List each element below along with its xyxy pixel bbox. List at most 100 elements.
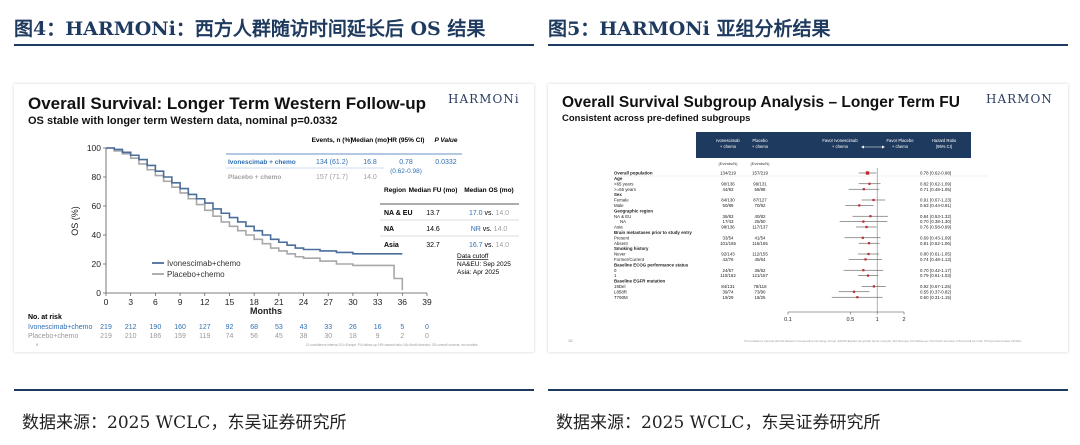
- km-x-tick-label: 39: [422, 297, 432, 307]
- forest-row-pbo-events: 45/64: [755, 257, 767, 262]
- forest-row-hr-text: 0.78 (0.62-0.98): [920, 171, 952, 176]
- forest-events-pbo: (Events/N): [751, 161, 771, 166]
- forest-hr-marker: [862, 188, 865, 191]
- risk-value-ivonescimab: 43: [300, 324, 308, 331]
- forest-row-hr-text: 0.80 (0.61-1.05): [920, 252, 952, 257]
- forest-row: Male 50/89 70/92 0.63 (0.44-0.91): [614, 203, 952, 208]
- forest-row-ivo-events: 17/43: [723, 219, 735, 224]
- forest-favor-pbo-line2: + chemo: [892, 144, 909, 149]
- region-fu-na: 14.6: [426, 226, 440, 233]
- km-x-tick-label: 6: [153, 297, 158, 307]
- forest-row-pbo-events: 70/92: [755, 203, 767, 208]
- km-slide-title: Overall Survival: Longer Term Western Fo…: [28, 94, 427, 113]
- stats-hr-value: 0.78: [399, 159, 413, 166]
- forest-row-pbo-events: 116/165: [752, 241, 768, 246]
- region-header-os: Median OS (mo): [464, 187, 513, 194]
- km-x-tick-label: 3: [128, 297, 133, 307]
- forest-hr-marker: [864, 258, 867, 261]
- forest-row-pbo-events: 117/137: [752, 225, 768, 230]
- forest-row: Female 84/130 87/127 0.91 (0.67-1.23): [614, 198, 952, 203]
- risk-value-ivonescimab: 212: [125, 324, 137, 331]
- risk-value-ivonescimab: 26: [349, 324, 357, 331]
- forest-row-hr-text: 0.82 (0.62-1.09): [920, 181, 952, 186]
- harmoni-logo: HARMONi: [448, 92, 520, 106]
- risk-value-placebo: 119: [199, 333, 210, 340]
- stats-median-placebo: 14.0: [363, 174, 377, 181]
- forest-row-pbo-events: 121/157: [752, 273, 768, 278]
- region-name-asia: Asia: [384, 242, 399, 249]
- forest-col-hr-line1: Hazard Ratio: [932, 138, 957, 143]
- forest-row-hr-text: 0.76 (0.58-0.99): [920, 225, 952, 230]
- risk-table-label: No. at risk: [28, 314, 62, 321]
- forest-x-axis: 0.1 0.5 1 2: [784, 168, 906, 323]
- forest-row-hr-text: 0.70 (0.42-1.17): [920, 268, 952, 273]
- km-legend: Ivonescimab+chemo Placebo+chemo: [152, 259, 241, 279]
- figure-5-source: 数据来源：2025 WCLC，东吴证券研究所: [556, 413, 881, 433]
- forest-row-label: Geographic region: [614, 208, 653, 213]
- forest-row-pbo-events: 112/155: [752, 252, 768, 257]
- km-y-tick-label: 40: [92, 230, 102, 240]
- forest-row-pbo-events: 157/219: [752, 171, 768, 176]
- risk-value-placebo: 74: [226, 333, 234, 340]
- forest-favor-pbo-line1: Favor Placebo: [887, 138, 915, 143]
- risk-value-placebo: 18: [349, 333, 357, 340]
- data-cutoff-naeu: NA&EU: Sep 2025: [457, 261, 511, 268]
- forest-row-ivo-events: 36/83: [723, 214, 735, 219]
- forest-row-hr-text: 0.91 (0.67-1.23): [920, 198, 952, 203]
- region-os-na: NR vs. 14.0: [471, 226, 508, 233]
- risk-value-placebo: 45: [275, 333, 283, 340]
- forest-col-hr-line2: (95% CI): [936, 144, 953, 149]
- forest-col-ivo-line1: Ivonescimab: [716, 138, 740, 143]
- forest-row-hr-text: 0.69 (0.43-1.09): [920, 235, 952, 240]
- forest-favor-ivo-line2: + chemo: [832, 144, 849, 149]
- forest-row-hr-text: 0.79 (0.61-1.03): [920, 273, 952, 278]
- km-x-tick-label: 33: [373, 297, 383, 307]
- forest-row: Geographic region: [614, 208, 653, 213]
- forest-row-label: Female: [614, 198, 629, 203]
- forest-row-hr-text: 0.70 (0.38-1.30): [920, 219, 952, 224]
- km-x-tick-label: 24: [299, 297, 309, 307]
- forest-slide-title: Overall Survival Subgroup Analysis – Lon…: [562, 94, 960, 111]
- forest-row-label: Baseline ECOG performance status: [614, 262, 689, 267]
- risk-value-ivonescimab: 127: [199, 324, 211, 331]
- region-fu-asia: 32.7: [426, 242, 440, 249]
- forest-hr-marker: [867, 252, 870, 256]
- region-header-fu: Median FU (mo): [409, 187, 458, 194]
- risk-value-placebo: 38: [300, 333, 308, 340]
- km-legend-label-placebo: Placebo+chemo: [167, 270, 225, 279]
- risk-value-placebo: 219: [100, 333, 112, 340]
- forest-row-label: 19Del: [614, 284, 625, 289]
- km-x-tick-label: 12: [200, 297, 210, 307]
- km-footnote: CI=confidence interval; EU=Europe; FU=fo…: [306, 343, 478, 347]
- km-curve-ivonescimab: [106, 147, 403, 255]
- forest-row-label: NA & EU: [614, 214, 631, 219]
- forest-hr-marker: [862, 220, 865, 223]
- forest-row-pbo-events: 99/131: [753, 181, 767, 186]
- km-data-cutoff: Data cutoff NA&EU: Sep 2025 Asia: Apr 20…: [457, 253, 511, 276]
- km-slide: Overall Survival: Longer Term Western Fo…: [14, 84, 534, 352]
- km-x-tick-label: 18: [249, 297, 259, 307]
- forest-row-ivo-events: 24/57: [723, 268, 735, 273]
- stats-median-ivonescimab: 16.8: [363, 159, 377, 166]
- region-os-asia: 16.7 vs. 14.0: [469, 242, 509, 249]
- forest-hr-marker: [861, 236, 864, 239]
- forest-col-ivo-line2: + chemo: [720, 144, 737, 149]
- km-y-tick-label: 100: [87, 143, 101, 153]
- risk-value-ivonescimab: 190: [150, 324, 162, 331]
- forest-row-label: <65 years: [614, 181, 634, 186]
- forest-row-label: Absent: [614, 241, 628, 246]
- stats-arm-placebo: Placebo + chemo: [228, 174, 281, 181]
- forest-hr-marker: [872, 198, 875, 202]
- forest-row: T790M 19/29 18/25 0.60 (0.31-1.15): [614, 295, 952, 300]
- forest-row-pbo-events: 58/88: [755, 187, 767, 192]
- forest-row-hr-text: 0.84 (0.53-1.32): [920, 214, 952, 219]
- forest-hr-marker: [856, 296, 859, 299]
- stats-events-ivonescimab: 134 (61.2): [316, 159, 348, 166]
- forest-row-label: Asia: [614, 225, 623, 230]
- km-page-number: 9: [36, 342, 39, 347]
- risk-value-placebo: 9: [376, 333, 380, 340]
- risk-value-placebo: 2: [400, 333, 404, 340]
- risk-value-ivonescimab: 33: [324, 324, 332, 331]
- figure-4-bottom-rule: [14, 389, 534, 391]
